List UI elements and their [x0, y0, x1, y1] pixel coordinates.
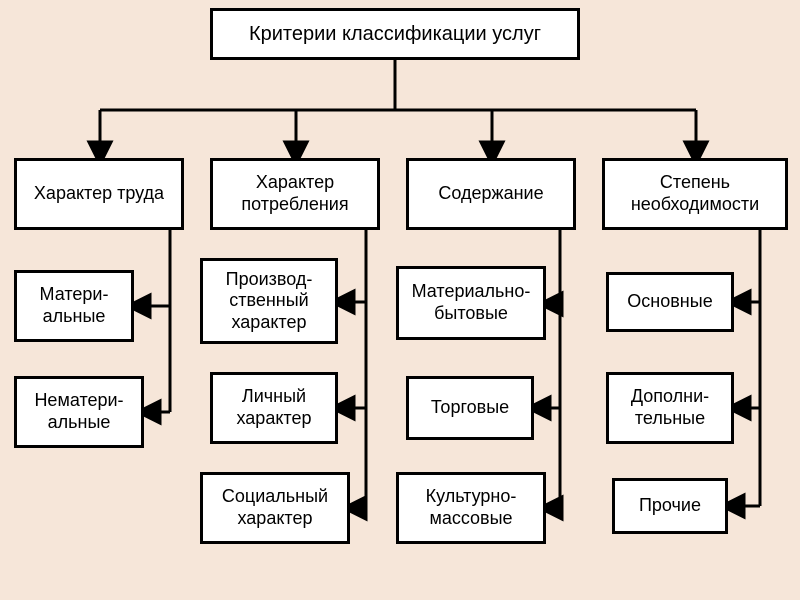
root-box: Критерии классификации услуг	[210, 8, 580, 60]
leaf-box-c2-0: Производ-ственныйхарактер	[200, 258, 338, 344]
leaf-box-c3-1: Торговые	[406, 376, 534, 440]
leaf-box-c3-0: Материально-бытовые	[396, 266, 546, 340]
category-box-c4: Степеньнеобходимости	[602, 158, 788, 230]
leaf-box-c4-1: Дополни-тельные	[606, 372, 734, 444]
leaf-box-c1-0: Матери-альные	[14, 270, 134, 342]
leaf-box-c3-2: Культурно-массовые	[396, 472, 546, 544]
leaf-box-c2-2: Социальныйхарактер	[200, 472, 350, 544]
leaf-box-c2-1: Личныйхарактер	[210, 372, 338, 444]
category-box-c2: Характерпотребления	[210, 158, 380, 230]
leaf-box-c4-0: Основные	[606, 272, 734, 332]
leaf-box-c1-1: Немате­ри-альные	[14, 376, 144, 448]
category-box-c3: Содержание	[406, 158, 576, 230]
category-box-c1: Характер труда	[14, 158, 184, 230]
leaf-box-c4-2: Прочие	[612, 478, 728, 534]
